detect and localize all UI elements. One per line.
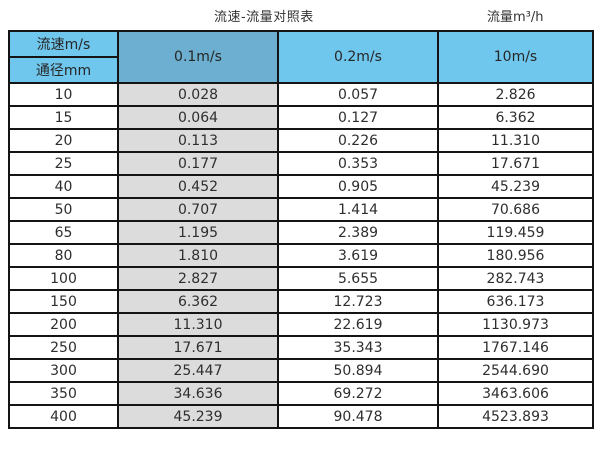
column-header-0-1ms: 0.1m/s xyxy=(117,30,279,84)
flow-0-2ms-cell: 0.057 xyxy=(277,82,439,107)
flow-0-2ms-cell: 0.127 xyxy=(277,105,439,130)
diameter-cell: 10 xyxy=(8,82,119,107)
flow-10ms-cell: 3463.606 xyxy=(437,381,594,406)
diameter-cell: 150 xyxy=(8,289,119,314)
diameter-header-label: 通径mm xyxy=(8,56,119,84)
column-header-0-2ms: 0.2m/s xyxy=(277,30,439,84)
flow-10ms-cell: 45.239 xyxy=(437,174,594,199)
flow-0-1ms-cell: 11.310 xyxy=(117,312,279,337)
flow-0-2ms-cell: 0.353 xyxy=(277,151,439,176)
table-caption-row: 流速-流量对照表 流量m³/h xyxy=(0,0,600,30)
diameter-cell: 80 xyxy=(8,243,119,268)
table-row: 50 0.707 1.414 70.686 xyxy=(8,197,594,222)
table-row: 100 2.827 5.655 282.743 xyxy=(8,266,594,291)
column-header-10ms: 10m/s xyxy=(437,30,594,84)
flow-0-1ms-cell: 1.195 xyxy=(117,220,279,245)
flow-0-1ms-cell: 0.452 xyxy=(117,174,279,199)
flow-0-1ms-cell: 2.827 xyxy=(117,266,279,291)
flow-0-2ms-cell: 90.478 xyxy=(277,404,439,429)
table-row: 65 1.195 2.389 119.459 xyxy=(8,220,594,245)
diameter-cell: 15 xyxy=(8,105,119,130)
flow-10ms-cell: 1130.973 xyxy=(437,312,594,337)
flow-0-1ms-cell: 25.447 xyxy=(117,358,279,383)
table-row: 350 34.636 69.272 3463.606 xyxy=(8,381,594,406)
flow-0-2ms-cell: 2.389 xyxy=(277,220,439,245)
page-title: 流速-流量对照表 xyxy=(214,10,314,25)
flow-0-1ms-cell: 0.064 xyxy=(117,105,279,130)
flow-10ms-cell: 1767.146 xyxy=(437,335,594,360)
flow-conversion-page: 流速-流量对照表 流量m³/h 流速m/s 0.1m/s 0.2m/s 10m/… xyxy=(0,0,600,429)
table-row: 25 0.177 0.353 17.671 xyxy=(8,151,594,176)
flow-10ms-cell: 70.686 xyxy=(437,197,594,222)
table-row: 150 6.362 12.723 636.173 xyxy=(8,289,594,314)
table-row: 15 0.064 0.127 6.362 xyxy=(8,105,594,130)
flow-unit-label: 流量m³/h xyxy=(487,10,544,25)
flow-0-2ms-cell: 50.894 xyxy=(277,358,439,383)
diameter-cell: 350 xyxy=(8,381,119,406)
flow-0-2ms-cell: 12.723 xyxy=(277,289,439,314)
table-row: 400 45.239 90.478 4523.893 xyxy=(8,404,594,429)
flow-0-1ms-cell: 0.113 xyxy=(117,128,279,153)
flow-0-2ms-cell: 0.226 xyxy=(277,128,439,153)
flow-10ms-cell: 11.310 xyxy=(437,128,594,153)
flow-0-2ms-cell: 35.343 xyxy=(277,335,439,360)
flow-rate-table: 流速m/s 0.1m/s 0.2m/s 10m/s 通径mm 10 0.028 0.… xyxy=(8,30,594,429)
flow-0-2ms-cell: 22.619 xyxy=(277,312,439,337)
diameter-cell: 300 xyxy=(8,358,119,383)
table-row: 10 0.028 0.057 2.826 xyxy=(8,82,594,107)
diameter-cell: 100 xyxy=(8,266,119,291)
flow-10ms-cell: 2544.690 xyxy=(437,358,594,383)
flow-0-2ms-cell: 5.655 xyxy=(277,266,439,291)
diameter-cell: 200 xyxy=(8,312,119,337)
diameter-cell: 20 xyxy=(8,128,119,153)
flow-0-1ms-cell: 17.671 xyxy=(117,335,279,360)
flow-0-1ms-cell: 0.028 xyxy=(117,82,279,107)
table-header: 流速m/s 0.1m/s 0.2m/s 10m/s 通径mm xyxy=(8,30,594,84)
header-row-diameter: 通径mm xyxy=(8,56,593,84)
flow-0-1ms-cell: 0.707 xyxy=(117,197,279,222)
flow-0-1ms-cell: 45.239 xyxy=(117,404,279,429)
diameter-cell: 40 xyxy=(8,174,119,199)
table-row: 80 1.810 3.619 180.956 xyxy=(8,243,594,268)
flow-10ms-cell: 4523.893 xyxy=(437,404,594,429)
table-row: 250 17.671 35.343 1767.146 xyxy=(8,335,594,360)
flow-0-1ms-cell: 34.636 xyxy=(117,381,279,406)
flow-10ms-cell: 282.743 xyxy=(437,266,594,291)
table-row: 20 0.113 0.226 11.310 xyxy=(8,128,594,153)
flow-0-2ms-cell: 3.619 xyxy=(277,243,439,268)
flow-10ms-cell: 2.826 xyxy=(437,82,594,107)
table-row: 200 11.310 22.619 1130.973 xyxy=(8,312,594,337)
velocity-header-label: 流速m/s xyxy=(8,30,119,58)
flow-0-1ms-cell: 6.362 xyxy=(117,289,279,314)
flow-10ms-cell: 6.362 xyxy=(437,105,594,130)
flow-0-1ms-cell: 1.810 xyxy=(117,243,279,268)
flow-0-2ms-cell: 0.905 xyxy=(277,174,439,199)
diameter-cell: 65 xyxy=(8,220,119,245)
flow-10ms-cell: 119.459 xyxy=(437,220,594,245)
table-body: 10 0.028 0.057 2.826 15 0.064 0.127 6.362 20 0.11… xyxy=(8,82,594,429)
flow-10ms-cell: 17.671 xyxy=(437,151,594,176)
diameter-cell: 25 xyxy=(8,151,119,176)
flow-0-2ms-cell: 1.414 xyxy=(277,197,439,222)
diameter-cell: 250 xyxy=(8,335,119,360)
flow-10ms-cell: 636.173 xyxy=(437,289,594,314)
flow-10ms-cell: 180.956 xyxy=(437,243,594,268)
diameter-cell: 400 xyxy=(8,404,119,429)
diameter-cell: 50 xyxy=(8,197,119,222)
flow-0-2ms-cell: 69.272 xyxy=(277,381,439,406)
table-row: 300 25.447 50.894 2544.690 xyxy=(8,358,594,383)
table-row: 40 0.452 0.905 45.239 xyxy=(8,174,594,199)
flow-0-1ms-cell: 0.177 xyxy=(117,151,279,176)
header-row-velocity: 流速m/s 0.1m/s 0.2m/s 10m/s xyxy=(8,30,594,84)
